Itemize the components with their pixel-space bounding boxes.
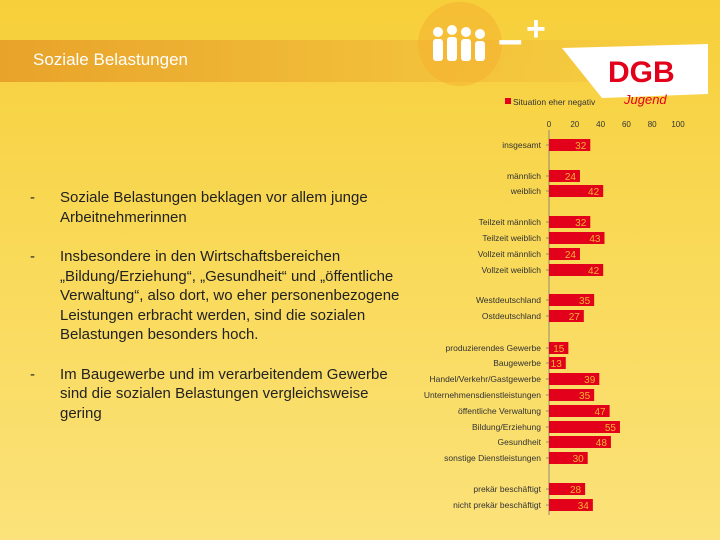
x-tick-label: 80 [648,120,657,129]
data-label: 15 [553,344,565,355]
bar [549,294,595,306]
bar [549,499,593,511]
bar [549,421,620,433]
data-label: 24 [565,172,577,183]
bar [549,170,580,182]
data-label: 43 [589,234,601,245]
bar [549,405,610,417]
bar [549,357,566,369]
logo-dgb-text: DGB [608,56,675,89]
data-label: 32 [575,218,587,229]
category-label: Gesundheit [498,437,542,447]
bar [549,310,584,322]
slide-title: Soziale Belastungen [33,50,189,69]
bar [549,373,600,385]
bullet-item: - Im Baugewerbe und im verarbeitendem Gew… [30,365,388,422]
x-tick-label: 20 [570,120,579,129]
data-label: 34 [578,501,590,512]
category-label: Vollzeit weiblich [481,265,541,275]
category-label: prekär beschäftigt [473,484,541,494]
category-label: Handel/Verkehr/Gastgewerbe [429,374,541,384]
bar [549,483,586,495]
data-label: 13 [551,359,563,370]
category-label: männlich [507,171,541,181]
category-label: Unternehmensdienstleistungen [424,390,541,400]
data-label: 24 [565,250,577,261]
data-label: 55 [605,423,617,434]
data-label: 42 [588,187,600,198]
category-label: öffentliche Verwaltung [458,406,541,416]
data-label: 47 [595,407,607,418]
logo-jugend-text: Jugend [623,92,667,107]
category-label: Ostdeutschland [482,311,541,321]
data-label: 32 [575,141,587,152]
data-label: 28 [570,485,582,496]
svg-text:+: + [526,10,546,48]
bar [549,264,604,276]
bar [549,452,588,464]
bar [549,436,611,448]
bar [549,389,595,401]
x-tick-label: 60 [622,120,631,129]
bullet-item: - Soziale Belastungen beklagen vor allem … [30,189,368,226]
bar [549,232,605,244]
bar [549,139,591,151]
category-label: weiblich [510,186,542,196]
category-label: Teilzeit weiblich [482,233,541,243]
bar [549,185,604,197]
bullet-list: - Soziale Belastungen beklagen vor allem … [30,188,400,443]
bullet-item: - Insbesondere in den Wirtschaftsbereiche… [30,248,400,343]
data-label: 48 [596,438,608,449]
category-label: Teilzeit männlich [479,217,542,227]
data-label: 39 [584,375,596,386]
bar [549,342,569,354]
category-label: produzierendes Gewerbe [446,343,542,353]
data-label: 30 [573,454,585,465]
category-label: Vollzeit männlich [478,249,542,259]
x-tick-label: 100 [671,120,685,129]
x-tick-label: 0 [547,120,552,129]
category-label: insgesamt [502,140,541,150]
category-label: Baugewerbe [493,358,541,368]
data-label: 42 [588,266,600,277]
legend-label: Situation eher negativ [513,97,596,107]
category-label: Westdeutschland [476,295,541,305]
data-label: 35 [579,296,591,307]
category-label: sonstige Dienstleistungen [444,453,541,463]
category-label: nicht prekär beschäftigt [453,500,542,510]
category-label: Bildung/Erziehung [472,422,541,432]
data-label: 27 [569,312,581,323]
x-tick-label: 40 [596,120,605,129]
dgb-jugend-logo: – + DGB Jugend [418,2,708,107]
svg-text:–: – [498,15,522,64]
legend-swatch [505,98,511,104]
data-label: 35 [579,391,591,402]
bar [549,248,580,260]
bar [549,216,591,228]
